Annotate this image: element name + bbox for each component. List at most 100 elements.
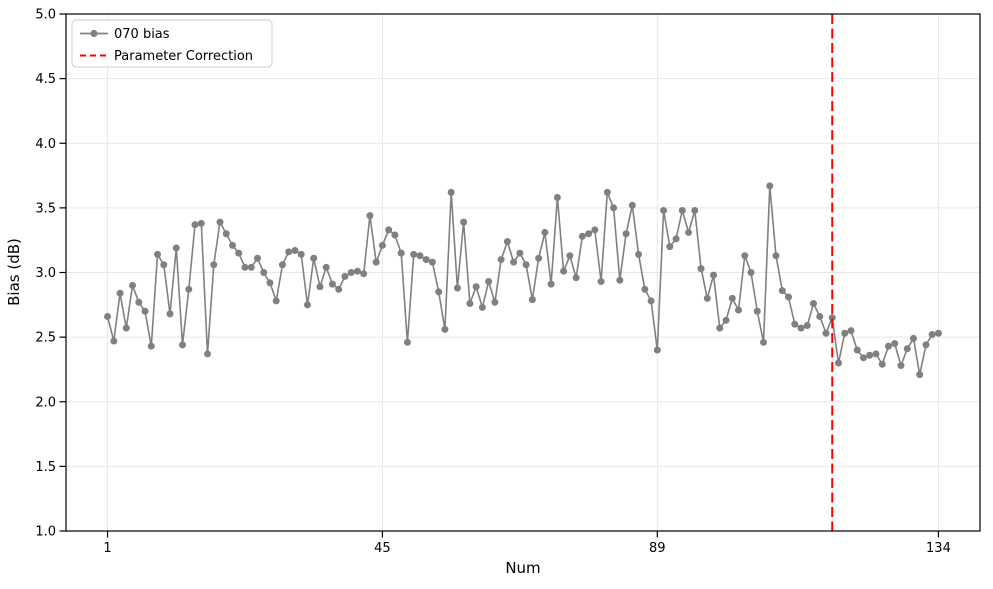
data-point <box>741 252 749 260</box>
legend-label-bias: 070 bias <box>114 27 170 42</box>
y-tick-label: 4.5 <box>35 72 56 87</box>
data-point <box>766 182 774 190</box>
data-point <box>853 346 861 354</box>
data-point <box>703 294 711 302</box>
data-point <box>416 252 424 260</box>
x-tick-label: 45 <box>374 541 391 556</box>
data-point <box>378 241 386 249</box>
data-point <box>772 252 780 260</box>
y-axis-label: Bias (dB) <box>5 238 23 306</box>
data-point <box>653 346 661 354</box>
data-point <box>710 271 718 279</box>
data-point <box>172 244 180 252</box>
data-point <box>622 230 630 238</box>
data-point <box>204 350 212 358</box>
x-tick-label: 89 <box>649 541 666 556</box>
data-point <box>578 232 586 240</box>
data-point <box>791 320 799 328</box>
data-point <box>628 201 636 209</box>
data-point <box>728 294 736 302</box>
data-point <box>859 354 867 362</box>
data-point <box>616 276 624 284</box>
data-point <box>828 314 836 322</box>
data-point <box>585 230 593 238</box>
data-point <box>322 263 330 271</box>
data-point <box>716 324 724 332</box>
data-series <box>104 182 942 379</box>
data-point <box>909 334 917 342</box>
y-tick-label: 2.5 <box>35 331 56 346</box>
data-point <box>697 265 705 273</box>
data-point <box>666 243 674 251</box>
data-point <box>903 345 911 353</box>
data-point <box>610 204 618 212</box>
data-point <box>447 188 455 196</box>
data-point <box>197 219 205 227</box>
x-tick-label: 134 <box>926 541 951 556</box>
data-point <box>678 206 686 214</box>
data-point <box>441 325 449 333</box>
y-tick-label: 1.5 <box>35 460 56 475</box>
data-point <box>154 250 162 258</box>
data-point <box>878 360 886 368</box>
x-tick-label: 1 <box>103 541 111 556</box>
data-point <box>841 329 849 337</box>
data-point <box>797 324 805 332</box>
data-point <box>278 261 286 269</box>
data-point <box>760 338 768 346</box>
data-point <box>428 258 436 266</box>
data-point <box>391 231 399 239</box>
data-point <box>410 250 418 258</box>
data-point <box>816 312 824 320</box>
data-point <box>847 327 855 335</box>
line-070-bias <box>106 185 939 376</box>
data-point <box>316 283 324 291</box>
data-point <box>691 206 699 214</box>
y-tick-label: 1.0 <box>35 525 56 540</box>
data-point <box>753 307 761 315</box>
data-point <box>635 250 643 258</box>
data-point <box>129 281 137 289</box>
data-point <box>891 340 899 348</box>
data-point <box>385 226 393 234</box>
data-point <box>403 338 411 346</box>
data-point <box>934 329 942 337</box>
y-tick-label: 3.0 <box>35 266 56 281</box>
data-point <box>535 254 543 262</box>
data-point <box>160 261 168 269</box>
data-point <box>310 254 318 262</box>
data-point <box>641 285 649 293</box>
data-point <box>372 258 380 266</box>
legend-box <box>71 19 273 68</box>
data-point <box>266 279 274 287</box>
data-point <box>247 263 255 271</box>
data-point <box>647 297 655 305</box>
data-point <box>328 280 336 288</box>
data-point <box>560 267 568 275</box>
data-point <box>866 351 874 359</box>
tick-labels: 1 45 89 134 5.0 4.5 4.0 3.5 3.0 2.5 2.0 1.5 1.0 <box>35 8 951 557</box>
data-point <box>104 312 112 320</box>
data-point <box>822 329 830 337</box>
data-point <box>491 298 499 306</box>
data-point <box>191 221 199 229</box>
data-point <box>785 293 793 301</box>
data-point <box>485 278 493 286</box>
data-point <box>260 269 268 276</box>
data-point <box>510 258 518 266</box>
data-point <box>228 241 236 249</box>
data-point <box>285 248 293 256</box>
data-point <box>235 249 243 257</box>
data-point <box>422 256 430 264</box>
data-point <box>553 194 561 202</box>
data-point <box>566 252 574 260</box>
data-point <box>503 237 511 245</box>
data-point <box>222 230 230 238</box>
data-point <box>453 284 461 292</box>
data-point <box>528 296 536 304</box>
data-point <box>466 300 474 308</box>
data-point <box>497 256 505 264</box>
data-point <box>735 306 743 314</box>
